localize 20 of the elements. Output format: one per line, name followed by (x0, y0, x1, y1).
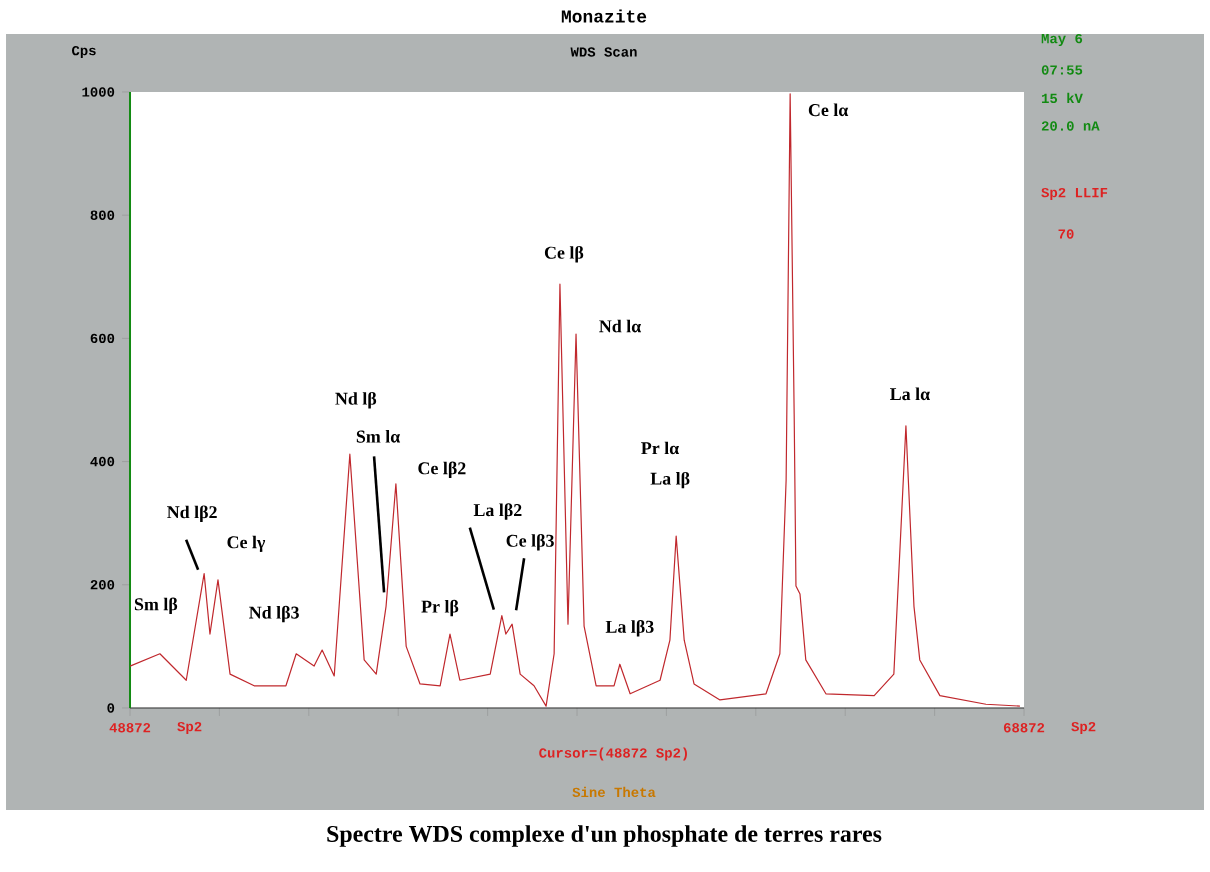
chart-title: Monazite (561, 9, 647, 23)
annotation: La lβ (650, 471, 690, 489)
annotation: La lα (890, 387, 930, 401)
annotation: Ce lβ (544, 245, 584, 263)
annotation: Nd lβ2 (167, 505, 217, 522)
annotation: Nd lβ3 (249, 605, 299, 623)
annotation: Nd lβ (335, 391, 377, 409)
annotation: La lβ2 (473, 503, 522, 520)
annotation: Nd lα (599, 319, 642, 333)
annotation: Sm lα (356, 430, 401, 443)
annotation: Ce lβ2 (418, 461, 466, 478)
annotation: Ce lβ3 (506, 533, 554, 551)
annotation: Pr lα (641, 441, 680, 455)
annotation: Pr lβ (421, 599, 459, 617)
annotation: Ce lγ (227, 535, 266, 552)
annotation: Ce lα (808, 103, 849, 117)
text: Spectre WDS complexe d'un phosphate de terres rares (327, 825, 882, 847)
annotation: La lβ3 (605, 620, 654, 637)
line-series (129, 93, 1021, 707)
annotation: Sm lβ (134, 597, 178, 614)
